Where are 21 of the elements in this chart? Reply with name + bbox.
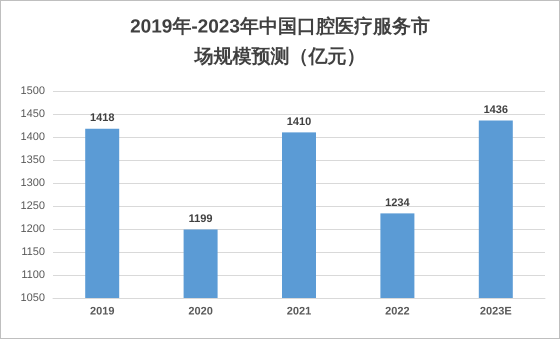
data-label: 1234 [385, 196, 411, 209]
x-tick-label: 2023E [480, 306, 512, 318]
data-label: 1418 [90, 112, 114, 124]
y-tick-label: 1050 [20, 292, 45, 304]
y-tick-label: 1300 [20, 177, 45, 189]
y-tick-label: 1350 [20, 154, 45, 166]
y-tick-label: 1100 [21, 269, 45, 281]
y-tick-label: 1200 [20, 223, 45, 235]
x-tick-label: 2021 [286, 306, 312, 318]
data-label: 1410 [286, 116, 312, 128]
x-tick-label: 2020 [188, 306, 213, 318]
data-label: 1436 [484, 104, 508, 116]
x-tick-label: 2019 [90, 306, 114, 318]
y-tick-label: 1400 [20, 131, 45, 143]
y-tick-label: 1450 [20, 108, 45, 120]
data-label: 1199 [188, 212, 213, 225]
y-tick-label: 1250 [20, 200, 45, 212]
y-tick-label: 1500 [20, 85, 45, 97]
x-tick-label: 2022 [385, 306, 410, 318]
chart-title: 2019年-2023年中国口腔医疗服务市场规模预测（亿元） [130, 16, 430, 68]
y-tick-label: 1150 [21, 246, 45, 258]
